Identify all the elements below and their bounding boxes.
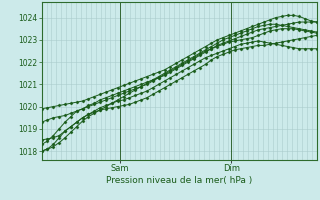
X-axis label: Pression niveau de la mer( hPa ): Pression niveau de la mer( hPa ) [106, 176, 252, 185]
